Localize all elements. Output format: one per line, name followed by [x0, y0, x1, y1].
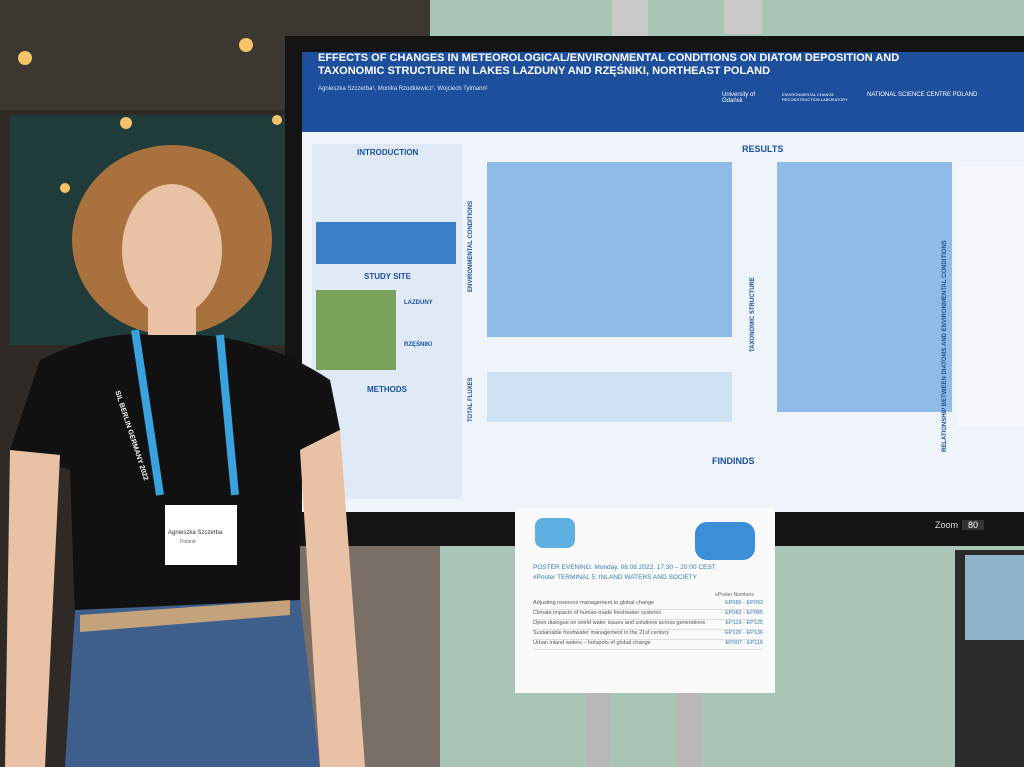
lanyard — [131, 329, 239, 496]
pipe — [724, 0, 762, 34]
chart-thumbnail — [777, 162, 952, 412]
session-numbers: EP097 - EP116 — [725, 640, 763, 646]
section-title: STUDY SITE — [364, 272, 411, 281]
session-row: Climate impacts of human-made freshwater… — [533, 610, 763, 620]
logo: University of Gdańsk — [722, 92, 756, 104]
stand-pole — [676, 680, 702, 767]
light-bulb — [60, 183, 70, 193]
axis-title: TAXONOMIC STRUCTURE — [750, 277, 756, 352]
poster-title: EFFECTS OF CHANGES IN METEOROLOGICAL/ENV… — [318, 52, 900, 77]
face — [122, 184, 222, 316]
light-bulb — [272, 115, 282, 125]
sign-terminal: #Poster TERMINAL 5: INLAND WATERS AND SO… — [533, 574, 697, 581]
logo: ENVIRONMENTAL CHANGE RECONSTRUCTION LABO… — [782, 92, 848, 102]
session-row: Sustainable freshwater management in the… — [533, 630, 763, 640]
session-row: Urban inland waters – hotspots of global… — [533, 640, 763, 650]
map — [316, 290, 396, 370]
logo: NATIONAL SCIENCE CENTRE POLAND — [867, 92, 978, 98]
chart-thumbnail — [487, 162, 732, 337]
axis-title: RELATIONSHIP BETWEEN DIATOMS AND ENVIRON… — [942, 240, 948, 452]
sign: POSTER EVENING: Monday, 08.08.2022, 17:3… — [515, 508, 775, 693]
session-topic: Open dialogue on world water issues and … — [533, 620, 706, 626]
person — [5, 145, 365, 767]
session-topic: Adjusting reservoir management to global… — [533, 600, 655, 606]
badge-name: Agnieszka Szczerba — [168, 530, 223, 536]
pipe — [612, 0, 648, 40]
arm — [5, 450, 60, 767]
laptop-screen — [965, 555, 1024, 640]
section-title: RESULTS — [742, 144, 784, 154]
section-title: INTRODUCTION — [357, 148, 419, 157]
poster-header — [302, 52, 1024, 132]
session-topic: Climate impacts of human-made freshwater… — [533, 610, 662, 616]
sign-logo — [535, 518, 575, 548]
jeans — [65, 600, 320, 767]
sign-event: POSTER EVENING: Monday, 08.08.2022, 17:3… — [533, 564, 716, 571]
section-title: METHODS — [367, 385, 407, 394]
arm — [300, 430, 365, 767]
stand-pole — [585, 680, 611, 767]
badge-country: Poland — [180, 539, 196, 545]
name-badge — [165, 505, 237, 565]
zoom-value[interactable]: 80 — [962, 520, 985, 530]
shirt — [10, 334, 340, 620]
session-topic: Urban inland waters – hotspots of global… — [533, 640, 651, 646]
poster-screen: EFFECTS OF CHANGES IN METEOROLOGICAL/ENV… — [302, 52, 1024, 512]
session-numbers: EP119 - EP125 — [725, 620, 763, 626]
session-row: Open dialogue on world water issues and … — [533, 620, 763, 630]
lake-name: RZĘŚNIKI — [404, 342, 433, 348]
session-topic: Sustainable freshwater management in the… — [533, 630, 670, 636]
light-bulb — [120, 117, 132, 129]
axis-title: ENVIRONMENTAL CONDITIONS — [468, 200, 474, 292]
light-bulb — [18, 51, 32, 65]
light-bulb — [239, 38, 253, 52]
lake-name: LAZDUNY — [404, 300, 433, 306]
session-numbers: EP086 - EP093 — [725, 600, 763, 606]
session-numbers: EP082 - EP085 — [725, 610, 763, 616]
sign-graphic — [695, 522, 755, 560]
session-numbers: EP126 - EP136 — [725, 630, 763, 636]
chart-thumbnail — [957, 167, 1024, 427]
zoom-label: Zoom — [935, 520, 959, 530]
session-row: Adjusting reservoir management to global… — [533, 600, 763, 610]
lake-photo — [316, 222, 456, 264]
poster-authors: Agnieszka Szczerba¹, Monika Rzodkiewicz¹… — [318, 86, 488, 92]
sign-numbers-header: ePoster Numbers — [715, 592, 754, 598]
belt — [80, 600, 290, 632]
axis-title: TOTAL FLUXES — [468, 377, 474, 422]
session-list: Adjusting reservoir management to global… — [533, 600, 763, 650]
section-title: FINDINDS — [712, 456, 755, 466]
chart-thumbnail — [487, 372, 732, 422]
